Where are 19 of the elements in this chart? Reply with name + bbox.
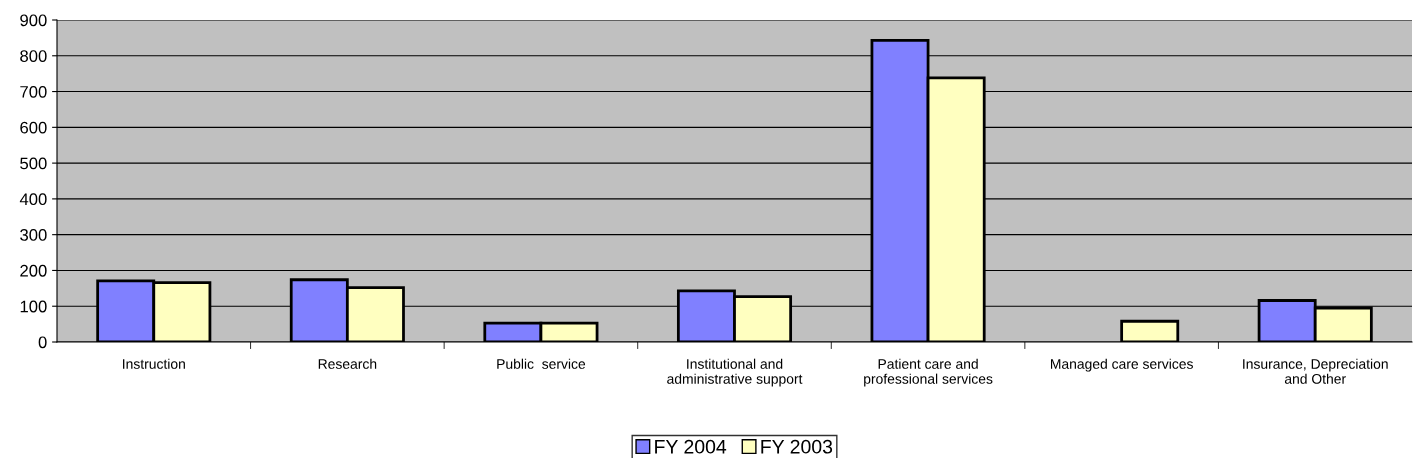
y-tick-label: 900 [20,14,47,27]
y-tick-label: 0 [38,336,47,349]
y-tick-label: 700 [20,85,47,98]
x-tick-label: Public service [497,358,586,369]
x-tick-label: Institutional and administrative support [667,358,803,387]
x-tick-label: Patient care and professional services [864,358,993,387]
legend-label: FY 2004 [655,439,727,454]
y-tick-label: 300 [20,229,47,241]
y-tick-label: 800 [20,50,47,62]
x-tick-label: Managed care services [1050,358,1193,372]
x-tick-label: Insurance, Depreciation and Other [1243,358,1388,384]
x-tick-label: Research [318,358,377,369]
y-tick-label: 200 [20,264,47,277]
y-tick-label: 600 [20,121,47,134]
y-tick-label: 100 [20,300,47,313]
y-tick-label: 400 [19,193,47,206]
x-tick-label: Instruction [123,358,185,369]
legend-label: FY 2003 [761,439,833,454]
y-tick-label: 500 [20,157,47,170]
